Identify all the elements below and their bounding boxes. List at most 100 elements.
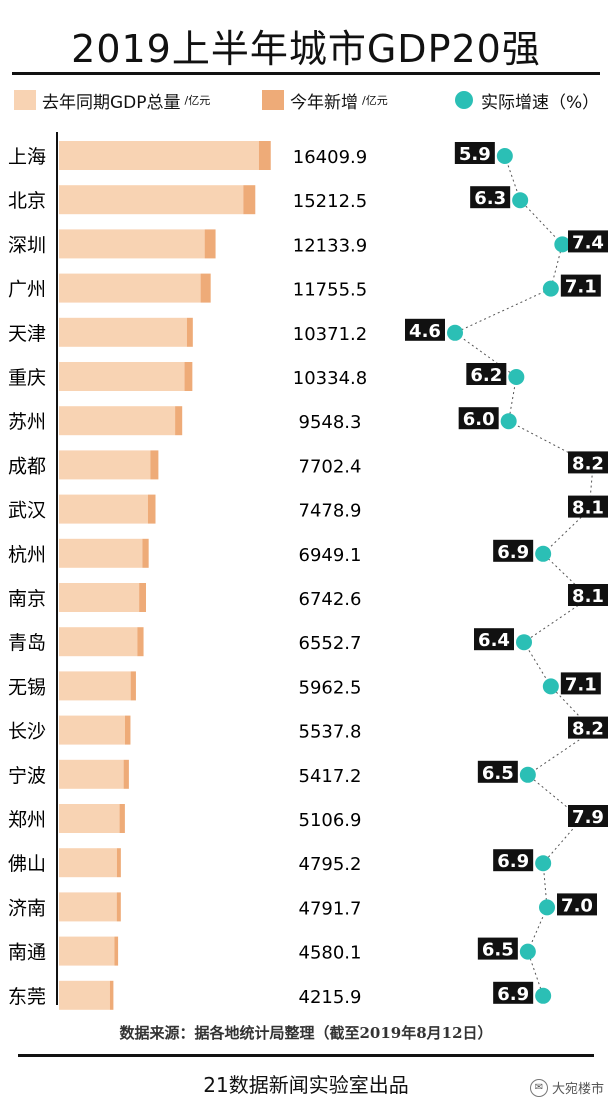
bar-increase: [200, 273, 211, 303]
bar-base: [59, 627, 138, 657]
bar-increase: [204, 229, 216, 259]
speed-label: 6.9: [497, 984, 529, 1005]
gdp-total-label: 15212.5: [293, 191, 367, 212]
bar-base: [59, 185, 244, 215]
speed-label: 8.2: [572, 719, 604, 740]
gdp-total-label: 6552.7: [299, 633, 362, 654]
city-label: 重庆: [8, 367, 46, 389]
city-label: 南京: [8, 588, 46, 610]
chart-title: 2019上半年城市GDP20强: [71, 27, 541, 71]
data-source-note: 数据来源：据各地统计局整理（截至2019年8月12日）: [119, 1024, 493, 1042]
speed-label: 8.1: [572, 498, 604, 519]
watermark-text: 大宛楼市: [551, 1082, 604, 1097]
bar-base: [59, 671, 131, 701]
city-label: 北京: [8, 190, 46, 212]
bar-increase: [119, 804, 125, 833]
city-label: 宁波: [8, 765, 46, 787]
speed-label-box: [568, 716, 608, 739]
speed-label-box: [493, 849, 534, 872]
gdp-total-label: 5962.5: [299, 677, 362, 698]
legend-base-unit: /亿元: [184, 94, 211, 107]
bar-base: [59, 848, 117, 878]
speed-label-box: [493, 981, 534, 1004]
bar-increase: [130, 671, 136, 701]
city-label: 济南: [8, 897, 46, 919]
city-label: 成都: [8, 455, 46, 477]
speed-label-box: [474, 628, 514, 651]
legend-new-unit: /亿元: [362, 94, 388, 107]
gdp-total-label: 5106.9: [299, 810, 362, 831]
speed-dot: [447, 324, 463, 341]
gdp-total-label: 12133.9: [293, 235, 367, 256]
legend-base-swatch: [14, 90, 36, 110]
bar-base: [59, 406, 176, 436]
speed-label-box: [568, 451, 608, 474]
bar-increase: [124, 715, 131, 745]
bar-increase: [123, 759, 129, 789]
bar-base: [59, 980, 110, 1010]
legend-new: 今年新增 /亿元: [262, 88, 388, 113]
bar-base: [59, 273, 201, 303]
speed-dot: [542, 280, 559, 297]
city-label: 青岛: [8, 632, 46, 654]
speed-dot: [539, 899, 555, 916]
speed-label-box: [470, 186, 511, 209]
speed-label-box: [568, 584, 608, 606]
speed-label-box: [493, 539, 534, 562]
bar-increase: [175, 406, 183, 436]
speed-dot: [535, 545, 552, 562]
legend-new-label: 今年新增: [290, 92, 358, 113]
city-label: 苏州: [8, 411, 46, 433]
speed-label: 6.4: [478, 630, 510, 651]
speed-label-box: [557, 893, 597, 916]
speed-dot: [535, 987, 552, 1004]
city-label: 武汉: [8, 500, 46, 522]
gdp-total-label: 4580.1: [299, 943, 362, 964]
producer-credit: 21数据新闻实验室出品: [203, 1073, 409, 1097]
speed-label-box: [560, 274, 601, 297]
bar-increase: [116, 848, 121, 878]
gdp-total-label: 5417.2: [299, 766, 362, 787]
speed-label: 6.0: [463, 409, 495, 430]
speed-label-box: [568, 805, 608, 827]
speed-label: 7.0: [561, 895, 593, 916]
bar-increase: [116, 892, 121, 922]
gdp-total-label: 10371.2: [293, 324, 367, 345]
legend-new-swatch: [262, 90, 284, 110]
bar-increase: [150, 450, 159, 480]
city-label: 广州: [8, 279, 46, 301]
bar-base: [59, 317, 187, 347]
speed-label: 6.3: [474, 188, 506, 209]
speed-label: 5.9: [459, 144, 491, 165]
speed-label: 7.4: [572, 232, 604, 253]
bar-increase: [186, 317, 193, 347]
bar-increase: [243, 185, 256, 215]
gdp-total-label: 6742.6: [299, 589, 362, 610]
speed-label-box: [454, 142, 495, 164]
speed-label: 6.9: [497, 851, 529, 872]
speed-label: 8.2: [572, 453, 604, 474]
bar-increase: [109, 980, 114, 1010]
speed-label-box: [477, 760, 518, 783]
speed-label-box: [405, 318, 445, 341]
speed-dot: [508, 369, 525, 385]
speed-label-box: [466, 363, 507, 385]
gdp-chart: 上海 16409.9 5.9 北京 15212.5 6.3 深圳 12133.9 7.4 广州 11…: [8, 132, 608, 1010]
speed-dot: [512, 192, 529, 209]
bar-increase: [114, 936, 119, 966]
speed-dot: [519, 943, 536, 960]
city-label: 天津: [8, 323, 46, 345]
gdp-total-label: 9548.3: [299, 412, 362, 433]
gdp-total-label: 6949.1: [299, 545, 362, 566]
bar-base: [59, 450, 151, 480]
bar-base: [59, 494, 148, 524]
city-label: 南通: [8, 942, 46, 964]
gdp-total-label: 5537.8: [299, 722, 362, 743]
speed-label: 7.1: [565, 277, 597, 298]
bottom-divider: [18, 1054, 594, 1057]
gdp-total-label: 4791.7: [299, 898, 362, 919]
city-label: 佛山: [8, 853, 46, 875]
speed-dot: [500, 413, 517, 430]
gdp-total-label: 4795.2: [299, 854, 362, 875]
speed-label: 8.1: [572, 586, 604, 607]
